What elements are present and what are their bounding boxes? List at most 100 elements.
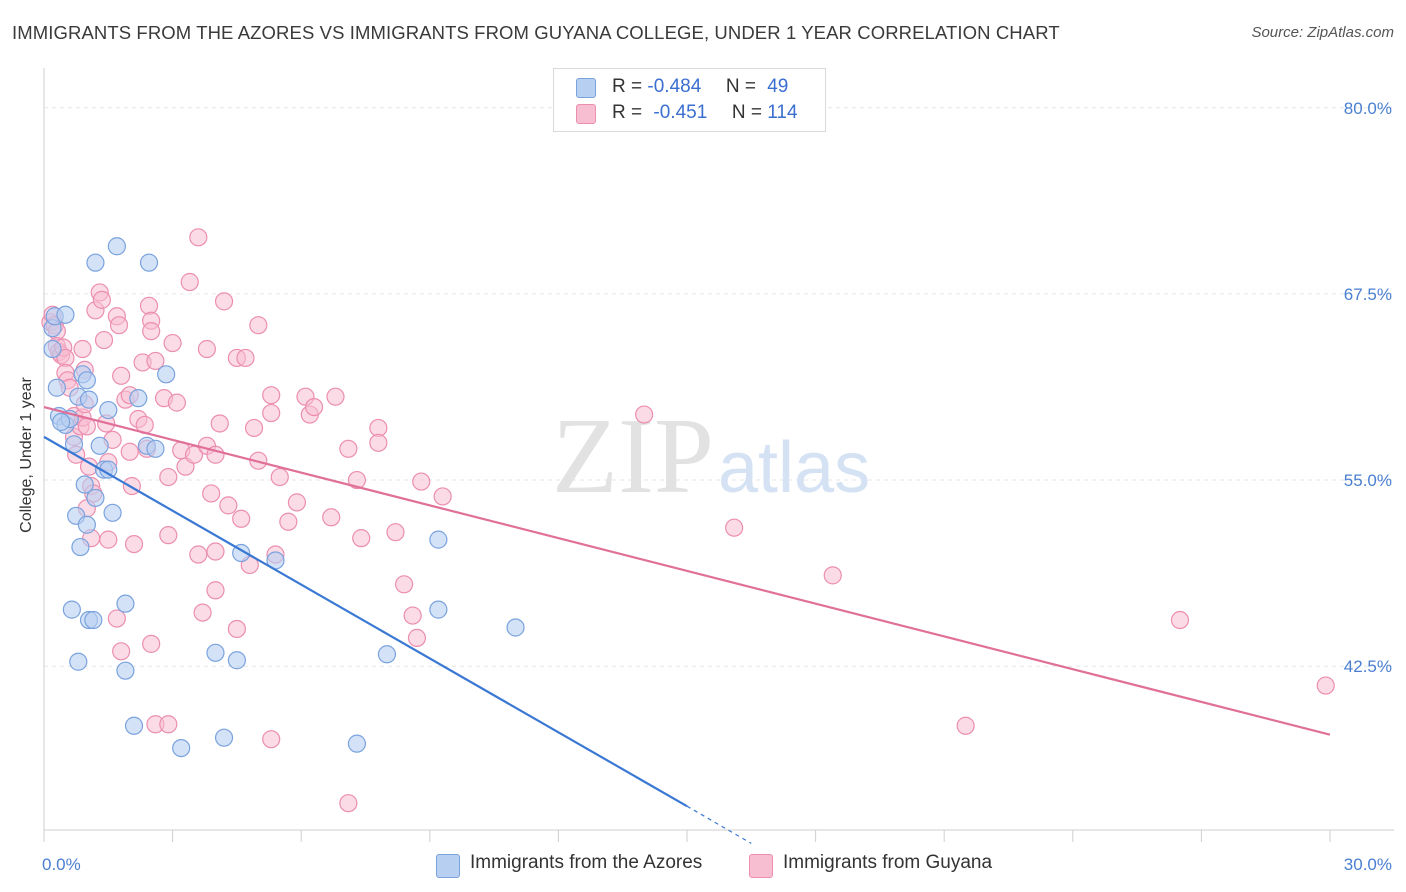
azores-point (227, 651, 246, 670)
guyana-point (249, 316, 268, 335)
azores-point (506, 618, 525, 637)
guyana-point (725, 518, 744, 537)
y-tick-label: 67.5% (1344, 285, 1392, 304)
legend-r-value: -0.484 (647, 76, 702, 97)
guyana-point (322, 508, 341, 527)
guyana-point (244, 418, 264, 438)
azores-point (206, 643, 225, 662)
correlation-legend: R = -0.484 N = 49 R = -0.451 N = 114 (553, 68, 826, 132)
legend-r-label: R = (612, 102, 643, 123)
azores-point (84, 610, 103, 630)
guyana-point (433, 487, 452, 506)
guyana-point (347, 470, 367, 490)
watermark-atlas: atlas (718, 428, 870, 508)
guyana-point (193, 603, 212, 622)
guyana-point (407, 628, 427, 648)
guyana-point (227, 619, 246, 639)
azores-point (52, 412, 71, 432)
guyana-point (92, 290, 111, 309)
guyana-point (112, 366, 131, 385)
guyana-point (1316, 676, 1335, 695)
guyana-point (635, 405, 654, 424)
guyana-point (163, 333, 182, 353)
azores-point (429, 600, 448, 619)
legend-r-value: -0.451 (653, 102, 708, 123)
guyana-point (94, 330, 114, 350)
azores-trend-extension (686, 805, 752, 844)
azores-point (377, 645, 397, 664)
legend-n-value: 114 (767, 102, 798, 123)
guyana-point (159, 526, 178, 545)
guyana-point (112, 642, 131, 661)
trend-lines (43, 406, 1331, 844)
azores-point (99, 400, 118, 420)
azores-trend-line (43, 435, 688, 808)
azores-point (429, 530, 448, 549)
legend-r-label: R = (612, 76, 643, 97)
x-tick-label: 0.0% (42, 855, 81, 874)
azores-point (116, 594, 135, 613)
legend-n-label: N = (731, 102, 762, 123)
axes (43, 68, 1394, 842)
guyana-point (369, 433, 388, 452)
y-tick-label: 55.0% (1344, 471, 1392, 490)
guyana-point (236, 348, 255, 368)
legend-n-value: 49 (767, 76, 789, 97)
guyana-point (99, 530, 118, 549)
guyana-point (823, 566, 842, 585)
guyana-point (262, 403, 281, 423)
azores-point (79, 390, 99, 409)
guyana-point (279, 512, 298, 531)
guyana-point (180, 272, 199, 292)
azores-point (139, 253, 159, 272)
azores-point (124, 716, 144, 735)
guyana-point (146, 351, 165, 371)
guyana-point (159, 715, 178, 734)
guyana-point (167, 393, 186, 412)
guyana-point (1170, 610, 1190, 630)
azores-point (86, 488, 105, 508)
azores-point (62, 600, 81, 619)
azores-point (146, 439, 165, 458)
azores-swatch (576, 78, 596, 98)
guyana-point (139, 296, 159, 315)
guyana-point (206, 542, 225, 561)
azores-point (64, 435, 84, 454)
guyana-point (120, 442, 139, 461)
series-guyana-points (41, 228, 1335, 813)
guyana-point (262, 730, 281, 749)
guyana-point (189, 228, 208, 247)
guyana-point (304, 397, 324, 417)
azores-point (56, 305, 75, 324)
guyana-swatch (576, 104, 596, 124)
guyana-legend-label: Immigrants from Guyana (783, 852, 993, 873)
guyana-point (189, 545, 208, 564)
azores-legend-label: Immigrants from the Azores (470, 852, 703, 873)
x-tick-label: 30.0% (1344, 855, 1392, 874)
guyana-point (386, 523, 405, 542)
guyana-point (142, 322, 161, 341)
guyana-point (412, 472, 431, 491)
azores-point (90, 436, 109, 455)
guyana-legend-swatch (749, 854, 773, 878)
grid-lines (44, 107, 1394, 667)
watermark: ZIP atlas (552, 397, 870, 516)
y-tick-label: 42.5% (1344, 657, 1392, 676)
azores-point (157, 365, 176, 384)
guyana-point (159, 467, 178, 487)
azores-point (347, 734, 367, 753)
azores-point (43, 339, 62, 359)
azores-point (86, 253, 105, 272)
y-tick-label: 80.0% (1344, 99, 1392, 118)
azores-point (71, 537, 90, 557)
guyana-point (262, 386, 281, 405)
guyana-trend-line (43, 406, 1331, 736)
guyana-point (287, 493, 307, 512)
azores-point (75, 475, 94, 494)
azores-point (103, 503, 122, 522)
series-azores-points (43, 237, 525, 758)
guyana-point (232, 509, 251, 528)
watermark-zip: ZIP (552, 397, 714, 516)
guyana-point (73, 339, 92, 359)
